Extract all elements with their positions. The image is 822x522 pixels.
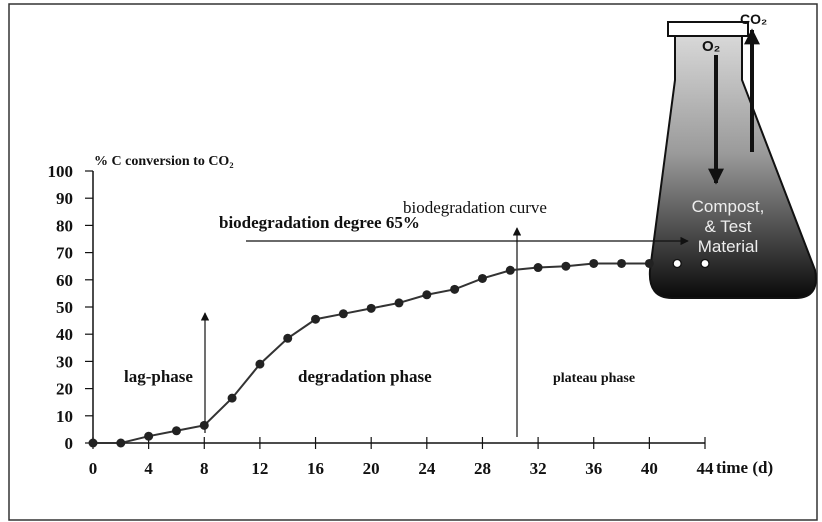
y-tick-label: 50 [56, 298, 73, 317]
y-tick-label: 0 [65, 434, 74, 453]
y-tick-label: 60 [56, 271, 73, 290]
x-tick-label: 20 [363, 459, 380, 478]
data-point [561, 261, 571, 271]
y-tick-label: 30 [56, 352, 73, 371]
x-tick-label: 44 [697, 459, 715, 478]
flask-text: Material [698, 237, 758, 256]
y-tick-label: 70 [56, 244, 73, 263]
data-point [338, 309, 348, 319]
x-axis-label: time (d) [716, 458, 773, 477]
flask-text: Compost, [692, 197, 765, 216]
x-tick-label: 32 [530, 459, 547, 478]
frame [8, 3, 818, 521]
x-tick-label: 0 [89, 459, 98, 478]
data-point [589, 258, 599, 268]
data-point [422, 290, 432, 300]
flask-out: CO₂ [740, 11, 767, 27]
data-point [644, 258, 654, 268]
y-tick-label: 80 [56, 216, 73, 235]
x-tick-label: 36 [585, 459, 602, 478]
x-tick-label: 4 [144, 459, 153, 478]
y-tick-label: 10 [56, 407, 73, 426]
data-point [144, 431, 154, 441]
data-point [311, 314, 321, 324]
y-axis-label: % C conversion to CO₂ [94, 154, 234, 169]
x-tick-label: 40 [641, 459, 658, 478]
annotation: biodegradation degree 65% [219, 213, 420, 232]
annotation: biodegradation curve [403, 198, 547, 217]
x-tick-label: 16 [307, 459, 324, 478]
data-point [366, 303, 376, 313]
data-point [116, 438, 126, 448]
flask-text: & Test [705, 217, 752, 236]
flask [648, 21, 817, 299]
y-tick-label: 20 [56, 380, 73, 399]
data-point [88, 438, 98, 448]
x-tick-label: 24 [418, 459, 436, 478]
data-point [617, 258, 627, 268]
annotation: degradation phase [298, 367, 432, 386]
y-tick-label: 90 [56, 189, 73, 208]
data-point [394, 298, 404, 308]
data-point [450, 284, 460, 294]
x-tick-label: 28 [474, 459, 491, 478]
data-point [283, 333, 293, 343]
data-point [533, 263, 543, 273]
y-tick-label: 40 [56, 325, 73, 344]
flask-in: O₂ [702, 38, 720, 55]
data-point [505, 265, 515, 275]
data-point [477, 273, 487, 283]
data-point [171, 426, 181, 436]
data-point [227, 393, 237, 403]
data-point [700, 258, 710, 269]
data-point [255, 359, 265, 369]
x-tick-label: 8 [200, 459, 209, 478]
annotation: plateau phase [553, 371, 635, 386]
data-point [199, 420, 209, 430]
curve [93, 262, 650, 444]
y-tick-label: 100 [48, 162, 74, 181]
annotation: lag-phase [124, 367, 193, 386]
x-tick-label: 12 [251, 459, 268, 478]
data-point [672, 258, 682, 269]
